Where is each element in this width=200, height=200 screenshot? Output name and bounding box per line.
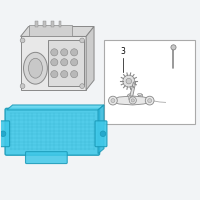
Circle shape xyxy=(145,96,154,105)
Circle shape xyxy=(51,59,58,66)
Circle shape xyxy=(71,71,78,78)
Circle shape xyxy=(0,131,6,137)
FancyBboxPatch shape xyxy=(21,36,86,90)
Polygon shape xyxy=(86,27,94,90)
Circle shape xyxy=(71,49,78,56)
Bar xyxy=(59,21,61,27)
Circle shape xyxy=(20,84,25,88)
Ellipse shape xyxy=(128,96,131,100)
Circle shape xyxy=(61,49,68,56)
FancyBboxPatch shape xyxy=(0,121,10,147)
Circle shape xyxy=(148,99,152,103)
Circle shape xyxy=(51,71,58,78)
Circle shape xyxy=(61,59,68,66)
Circle shape xyxy=(61,71,68,78)
Bar xyxy=(43,21,46,27)
Bar xyxy=(138,94,142,102)
Ellipse shape xyxy=(138,93,142,95)
FancyBboxPatch shape xyxy=(95,121,107,147)
Circle shape xyxy=(129,97,136,104)
Circle shape xyxy=(100,131,106,137)
Circle shape xyxy=(80,84,85,88)
Circle shape xyxy=(171,45,176,50)
Ellipse shape xyxy=(28,58,42,78)
Circle shape xyxy=(80,38,85,43)
Circle shape xyxy=(111,99,115,103)
Circle shape xyxy=(51,49,58,56)
Circle shape xyxy=(109,96,117,105)
Bar xyxy=(35,21,38,27)
Ellipse shape xyxy=(127,94,133,102)
Circle shape xyxy=(131,99,134,102)
Circle shape xyxy=(123,75,135,87)
FancyBboxPatch shape xyxy=(5,108,100,155)
FancyBboxPatch shape xyxy=(26,152,67,164)
Ellipse shape xyxy=(24,52,47,84)
Bar xyxy=(104,40,195,124)
Circle shape xyxy=(71,59,78,66)
Text: 3: 3 xyxy=(120,47,125,56)
Polygon shape xyxy=(111,96,152,105)
Polygon shape xyxy=(21,27,94,36)
Bar xyxy=(51,21,54,27)
Bar xyxy=(29,25,72,36)
Polygon shape xyxy=(7,105,104,110)
Circle shape xyxy=(20,38,25,43)
Polygon shape xyxy=(98,105,104,154)
Circle shape xyxy=(126,78,132,84)
Bar xyxy=(48,40,84,86)
Polygon shape xyxy=(130,82,136,96)
